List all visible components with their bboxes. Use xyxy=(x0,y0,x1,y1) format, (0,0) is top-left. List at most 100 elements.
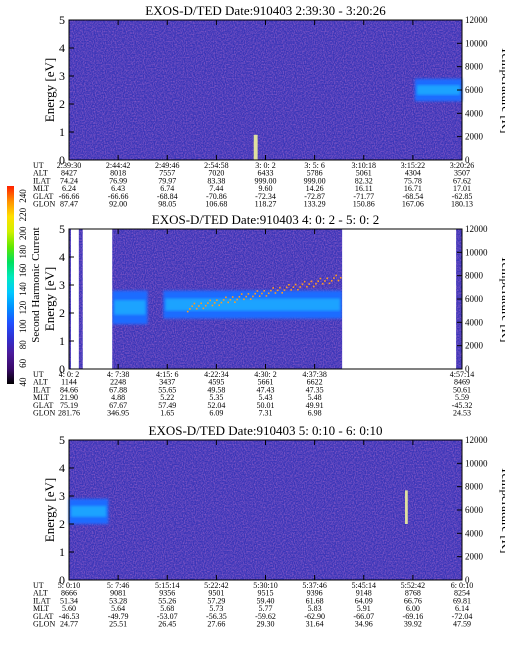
ephemeris-value: 8427 xyxy=(61,169,77,178)
ephemeris-value: 5:15:14 xyxy=(155,581,179,590)
ephemeris-value: -62.85 xyxy=(452,192,473,201)
ephemeris-value: 61.68 xyxy=(306,596,324,605)
y2-tick-label: 0 xyxy=(465,364,470,374)
trace-point xyxy=(310,280,313,283)
trace-point xyxy=(204,304,207,307)
ephemeris-value: -56.35 xyxy=(206,612,227,621)
ephemeris-value: 4595 xyxy=(208,378,224,387)
y2-axis-label: Temperature [K] xyxy=(499,467,505,554)
data-gap xyxy=(82,229,113,369)
colorbar-tick-label: 240 xyxy=(18,189,28,203)
ephemeris-value: -72.04 xyxy=(452,612,473,621)
trace-point xyxy=(328,282,331,285)
ephemeris-value: 4:57:14 xyxy=(450,370,474,379)
ephemeris-value: 106.68 xyxy=(205,200,227,209)
trace-point xyxy=(261,292,263,295)
y2-tick-label: 6000 xyxy=(465,294,484,304)
trace-point xyxy=(294,283,297,286)
ephemeris-value: 4:22:34 xyxy=(204,370,228,379)
trace-point xyxy=(306,286,308,288)
y2-axis-label: Temperature [K] xyxy=(499,256,505,343)
trace-point xyxy=(339,277,342,279)
ephemeris-value: -45.32 xyxy=(452,401,473,410)
ephemeris-value: 6622 xyxy=(307,378,323,387)
ephemeris-value: 3:20:26 xyxy=(450,161,474,170)
trace-point xyxy=(234,301,236,303)
y2-tick-label: 0 xyxy=(465,575,470,585)
panel-title: EXOS-D/TED Date:910403 5: 0:10 - 6: 0:10 xyxy=(149,423,383,438)
y2-tick-label: 6000 xyxy=(465,85,484,95)
ephemeris-value: 7.44 xyxy=(209,184,223,193)
ephemeris-value: 51.34 xyxy=(60,596,78,605)
ephemeris-row-label: UT xyxy=(33,161,44,170)
ephemeris-value: 5.73 xyxy=(209,604,223,613)
trace-point xyxy=(256,290,259,292)
ephemeris-value: 87.47 xyxy=(60,200,78,209)
ephemeris-value: 24.53 xyxy=(453,409,471,418)
ephemeris-value: 7557 xyxy=(159,169,175,178)
ephemeris-value: 3: 5: 6 xyxy=(304,161,324,170)
trace-point xyxy=(189,308,191,310)
ephemeris-value: -69.16 xyxy=(403,612,424,621)
ephemeris-value: 4304 xyxy=(405,169,421,178)
ephemeris-value: 47.35 xyxy=(306,385,324,394)
ephemeris-value: 3437 xyxy=(159,378,175,387)
y2-axis-label: Temperature [K] xyxy=(499,47,505,134)
y2-tick-label: 8000 xyxy=(465,62,484,72)
trace-point xyxy=(279,286,281,289)
ephemeris-row-label: MLT xyxy=(33,184,49,193)
y-tick-label: 2 xyxy=(59,517,65,531)
ephemeris-value: -72.34 xyxy=(255,192,276,201)
ephemeris-row-label: ILAT xyxy=(33,176,50,185)
ephemeris-value: 21.90 xyxy=(60,393,78,402)
trace-point xyxy=(220,301,223,304)
ephemeris-value: 5.83 xyxy=(308,604,322,613)
ephemeris-value: 50.01 xyxy=(257,401,275,410)
ephemeris-value: 5:22:42 xyxy=(204,581,228,590)
y-tick-label: 4 xyxy=(59,250,65,264)
y2-tick-label: 2000 xyxy=(465,341,484,351)
trace-point xyxy=(198,305,200,307)
ephemeris-value: 47.59 xyxy=(453,620,471,629)
ephemeris-value: 29.30 xyxy=(257,620,275,629)
ephemeris-value: 5.60 xyxy=(62,604,76,613)
intensity-band-core xyxy=(165,298,341,311)
ephemeris-value: 67.62 xyxy=(453,176,471,185)
spectrogram-noise xyxy=(69,440,462,580)
trace-point xyxy=(186,310,189,313)
ephemeris-value: 2:54:58 xyxy=(204,161,228,170)
y-tick-label: 4 xyxy=(59,461,65,475)
ephemeris-value: 4: 7:38 xyxy=(107,370,129,379)
ephemeris-value: 52.04 xyxy=(207,401,225,410)
colorbar-tick-label: 180 xyxy=(18,245,28,259)
trace-point xyxy=(216,299,218,301)
trace-point xyxy=(285,286,288,289)
y2-tick-label: 10000 xyxy=(465,458,488,468)
trace-point xyxy=(333,277,335,279)
trace-point xyxy=(207,302,209,304)
trace-point xyxy=(236,298,238,301)
ephemeris-value: 2:39:30 xyxy=(57,161,81,170)
ephemeris-value: 57.29 xyxy=(207,596,225,605)
y2-tick-label: 12000 xyxy=(465,435,488,445)
ephemeris-value: 34.96 xyxy=(355,620,373,629)
ephemeris-value: 25.51 xyxy=(109,620,127,629)
intensity-spike xyxy=(253,134,258,160)
ephemeris-value: 118.27 xyxy=(255,200,277,209)
ephemeris-value: 7.31 xyxy=(259,409,273,418)
ephemeris-value: 98.05 xyxy=(158,200,176,209)
ephemeris-value: 5.59 xyxy=(455,393,469,402)
y2-tick-label: 4000 xyxy=(465,108,484,118)
ephemeris-value: 5: 7:46 xyxy=(107,581,129,590)
ephemeris-value: 8018 xyxy=(110,169,126,178)
ephemeris-value: 4:37:38 xyxy=(302,370,326,379)
ephemeris-value: 999.00 xyxy=(304,176,326,185)
ephemeris-value: 69.81 xyxy=(453,596,471,605)
y2-tick-label: 4000 xyxy=(465,528,484,538)
y-tick-label: 4 xyxy=(59,41,65,55)
ephemeris-value: 3: 0: 2 xyxy=(255,161,275,170)
trace-point xyxy=(209,299,211,302)
trace-point xyxy=(195,307,198,310)
ephemeris-value: 4: 0: 2 xyxy=(59,370,79,379)
